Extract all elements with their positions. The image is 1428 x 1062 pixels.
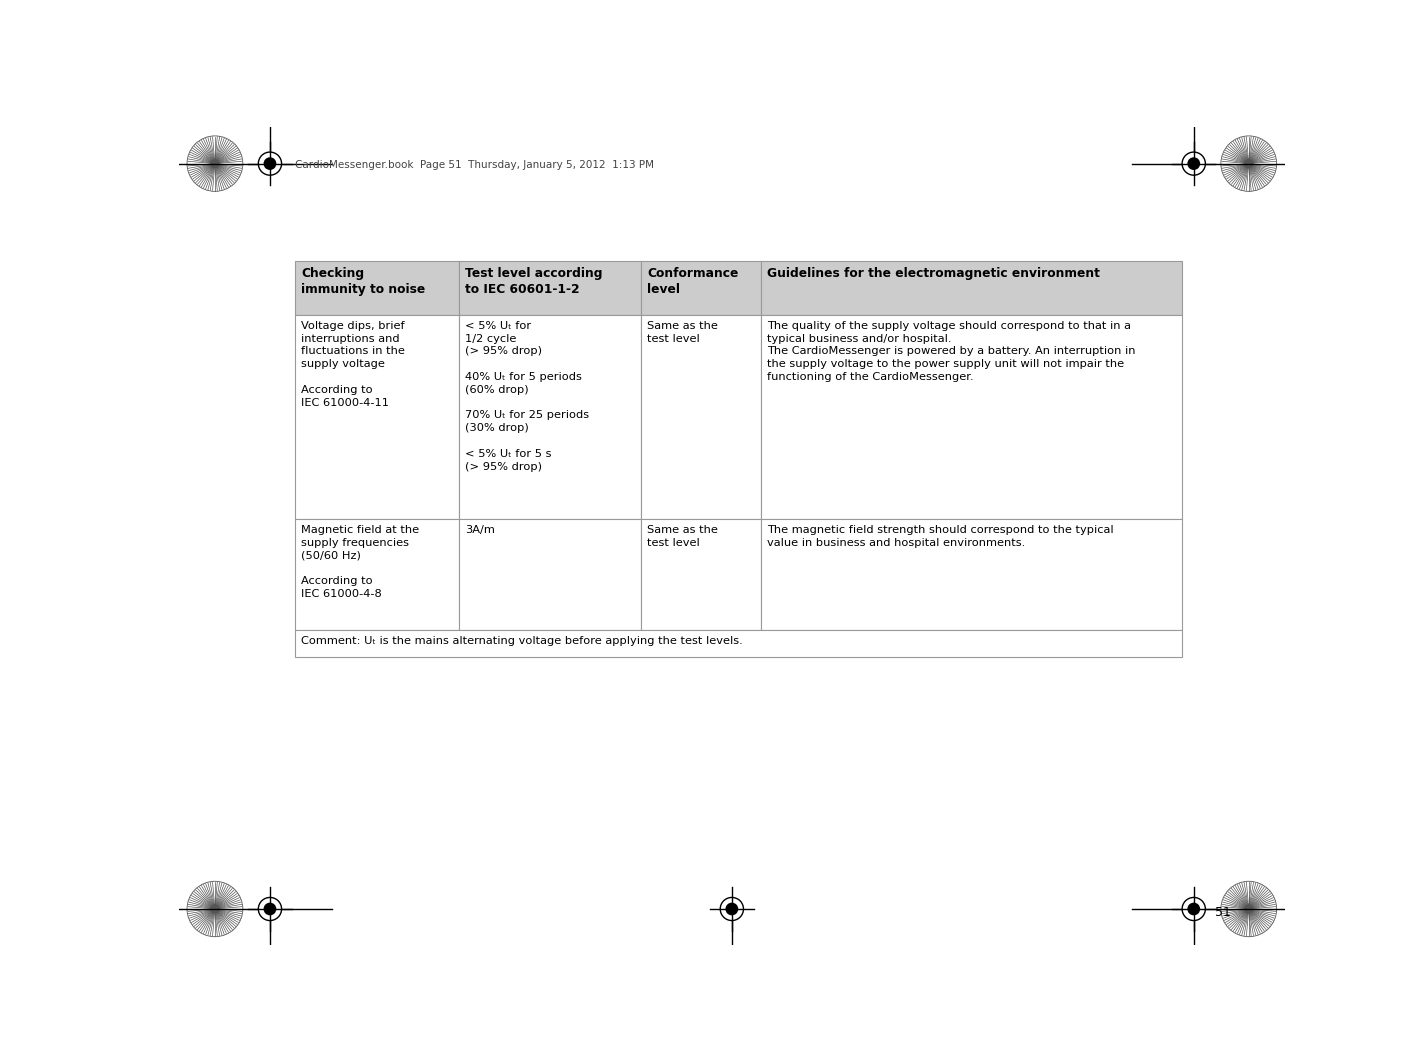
Bar	[294, 518, 458, 630]
Text: Magnetic field at the
supply frequencies
(50/60 Hz)

According to
IEC 61000-4-8: Magnetic field at the supply frequencies…	[301, 525, 418, 599]
Bar	[761, 314, 1182, 518]
Bar	[294, 314, 458, 518]
Bar	[294, 630, 1182, 657]
Bar	[641, 260, 761, 314]
Text: The magnetic field strength should correspond to the typical
value in business a: The magnetic field strength should corre…	[767, 525, 1114, 548]
Text: Same as the
test level: Same as the test level	[647, 321, 718, 343]
Text: CardioMessenger.book  Page 51  Thursday, January 5, 2012  1:13 PM: CardioMessenger.book Page 51 Thursday, J…	[294, 160, 654, 170]
Bar	[294, 260, 458, 314]
Circle shape	[264, 903, 277, 915]
Bar	[761, 518, 1182, 630]
Text: Same as the
test level: Same as the test level	[647, 525, 718, 548]
Bar	[458, 518, 641, 630]
Circle shape	[725, 903, 738, 915]
Text: Conformance
level: Conformance level	[647, 267, 738, 296]
Circle shape	[210, 158, 220, 169]
Bar	[458, 314, 641, 518]
Bar	[641, 314, 761, 518]
Text: Guidelines for the electromagnetic environment: Guidelines for the electromagnetic envir…	[767, 267, 1100, 279]
Circle shape	[264, 157, 277, 170]
Circle shape	[1187, 903, 1200, 915]
Text: < 5% Uₜ for
1/2 cycle
(> 95% drop)

40% Uₜ for 5 periods
(60% drop)

70% Uₜ for : < 5% Uₜ for 1/2 cycle (> 95% drop) 40% U…	[466, 321, 590, 472]
Bar	[761, 260, 1182, 314]
Text: 3A/m: 3A/m	[466, 525, 496, 535]
Text: Voltage dips, brief
interruptions and
fluctuations in the
supply voltage

Accord: Voltage dips, brief interruptions and fl…	[301, 321, 404, 408]
Text: 51: 51	[1215, 906, 1231, 920]
Text: The quality of the supply voltage should correspond to that in a
typical busines: The quality of the supply voltage should…	[767, 321, 1135, 382]
Bar	[641, 518, 761, 630]
Circle shape	[1244, 904, 1254, 914]
Circle shape	[1187, 157, 1200, 170]
Text: Checking
immunity to noise: Checking immunity to noise	[301, 267, 426, 296]
Circle shape	[210, 904, 220, 914]
Text: Comment: Uₜ is the mains alternating voltage before applying the test levels.: Comment: Uₜ is the mains alternating vol…	[301, 636, 743, 647]
Circle shape	[1244, 158, 1254, 169]
Bar	[458, 260, 641, 314]
Text: Test level according
to IEC 60601-1-2: Test level according to IEC 60601-1-2	[466, 267, 603, 296]
